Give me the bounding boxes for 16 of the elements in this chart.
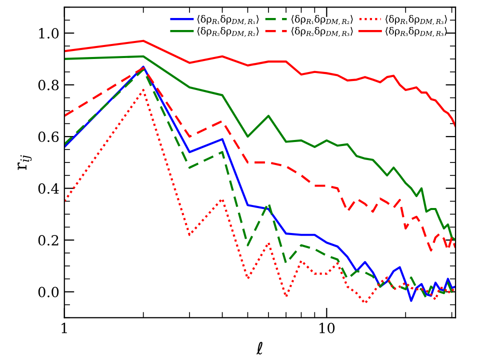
x-axis-title: ℓ: [256, 342, 262, 354]
legend-label: ⟨δρ$_{R₂}$δρ$_{DM,R₂}$⟩: [197, 26, 259, 37]
legend-label: ⟨δρ$_{R₃}$δρ$_{DM,R₃}$⟩: [386, 26, 447, 37]
y-axis-title: r$_{ij}$: [18, 155, 32, 170]
y-tick-label: 0.4: [38, 183, 59, 194]
legend-label: ⟨δρ$_{R₂}$δρ$_{DM,R₃}$⟩: [292, 26, 353, 37]
y-tick-label: 0.6: [38, 132, 59, 142]
x-tick-label: 1: [62, 322, 67, 334]
y-tick-label: 1.0: [39, 28, 59, 39]
legend-label: ⟨δρ$_{R₁}$δρ$_{DM,R₃}$⟩: [386, 15, 447, 25]
legend-label: ⟨δρ$_{R₁}$δρ$_{DM,R₁}$⟩: [197, 15, 259, 25]
x-tick-label: 10: [320, 322, 335, 334]
y-tick-label: 0.8: [38, 80, 59, 90]
legend-label: ⟨δρ$_{R₁}$δρ$_{DM,R₂}$⟩: [292, 15, 353, 25]
y-tick-label: 0.2: [38, 235, 58, 246]
y-tick-label: 0.0: [38, 286, 59, 298]
